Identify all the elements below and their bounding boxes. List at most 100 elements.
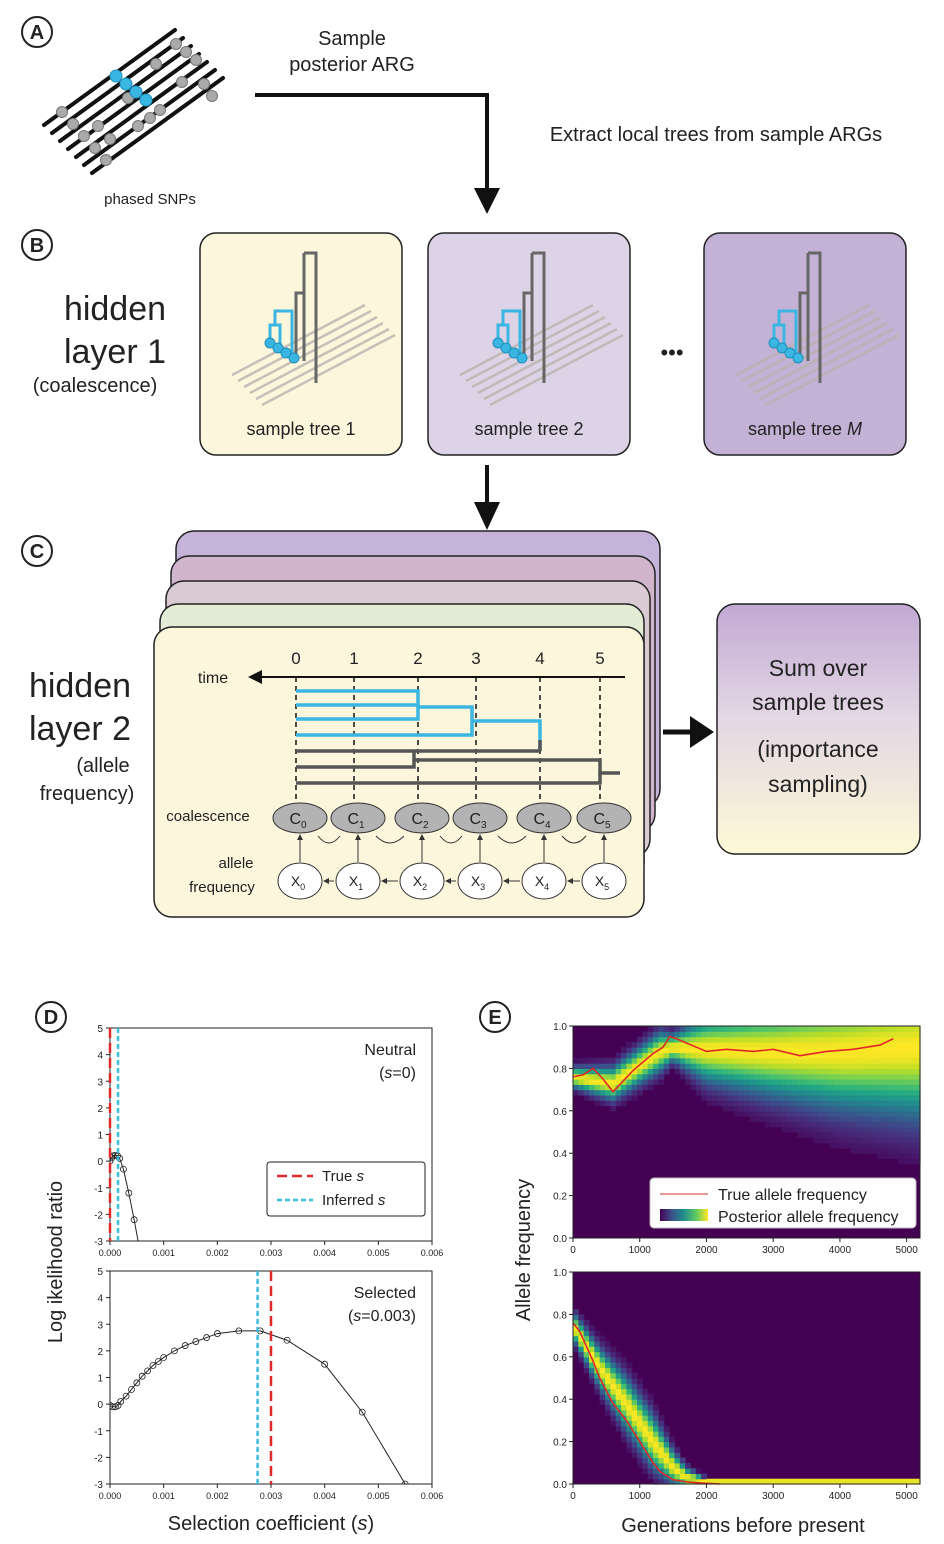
e-y-tick-label: 1.0 [553,1268,567,1279]
d-y-tick-label: 4 [97,1051,103,1062]
time-tick-1: 1 [349,649,358,668]
sample-arg-label-line2: posterior ARG [289,54,415,76]
panel-d-letter: D [44,1007,58,1029]
coalescence-node-4 [516,802,572,834]
d-likelihood-point [133,1379,141,1387]
snp-caption: phased SNPs [104,191,196,208]
time-tick-4: 4 [535,649,544,668]
sample-tree-card-1: sample tree 1 [199,232,403,456]
e-y-tick-label: 0.8 [553,1310,567,1321]
e-y-tick-label: 0.6 [553,1107,567,1118]
hidden-layer2-line2: layer 2 [29,710,131,748]
time-tick-3: 3 [471,649,480,668]
d-likelihood-point [125,1189,133,1197]
e-x-tick-label: 1000 [629,1491,652,1502]
e-x-tick-label: 3000 [762,1245,785,1256]
d-likelihood-point [130,1216,138,1224]
sample-arg-arrow [255,93,489,205]
d-x-tick-label: 0.003 [260,1248,283,1258]
d-likelihood-point [192,1338,200,1345]
e-y-axis-label: Allele frequency [513,1179,535,1321]
d-likelihood-point [358,1408,366,1416]
e-y-tick-label: 0.8 [553,1064,567,1075]
d-likelihood-point [117,1398,125,1405]
e-x-tick-label: 2000 [695,1245,718,1256]
d-y-tick-label: 1 [97,1131,103,1142]
e-y-tick-label: 0.4 [553,1149,567,1160]
e-y-tick-label: 1.0 [553,1022,567,1033]
panel-a: A [21,16,882,214]
e-y-tick-label: 0.2 [553,1192,567,1203]
e-x-tick-label: 2000 [695,1491,718,1502]
panel-c-letter: C [30,541,44,563]
sample-tree-label-1: sample tree 1 [246,419,355,439]
sum-line1: Sum over [769,655,868,681]
sum-line4: sampling) [768,771,868,797]
d-annotation-line2: (s=0) [379,1065,416,1082]
d-y-tick-label: 0 [97,1400,103,1411]
d-likelihood-point [170,1347,178,1355]
e-x-tick-label: 4000 [829,1491,852,1502]
e-y-tick-label: 0.2 [553,1438,567,1449]
panel-e: E Allele frequency Generations before pr… [479,1001,921,1537]
sum-arrowhead-icon [690,716,714,748]
d-likelihood-point [149,1362,157,1369]
d-likelihood-point [203,1334,211,1341]
d-x-tick-label: 0.002 [206,1248,229,1258]
time-label: time [198,670,228,687]
d-y-tick-label: 5 [97,1267,103,1278]
allele-node-0 [277,862,323,900]
panel-e-letter: E [488,1007,501,1029]
d-likelihood-point [181,1342,189,1349]
allele-row-label-line2: frequency [189,879,255,896]
e-true-frequency-line [572,1322,720,1485]
e-legend: True allele frequency Posterior allele fr… [649,1177,917,1229]
d-y-tick-label: 3 [97,1320,103,1331]
sample-arg-arrowhead-icon [474,188,500,214]
coalescence-node-3 [452,802,508,834]
d-likelihood-point [160,1354,168,1361]
d-y-tick-label: -1 [94,1427,103,1438]
d-y-tick-label: 0 [97,1157,103,1168]
e-y-tick-label: 0.0 [553,1480,567,1491]
d-y-tick-label: 3 [97,1077,103,1088]
e-x-tick-label: 0 [570,1491,576,1502]
allele-node-3 [457,862,503,900]
d-x-tick-label: 0.003 [260,1491,283,1501]
d-x-tick-label: 0.001 [152,1248,175,1258]
sample-tree-card-3: sample tree M [703,232,907,456]
tree-ellipsis: ••• [660,340,683,365]
allele-node-4 [521,862,567,900]
d-y-axis-label: Log ikelihood ratio [45,1181,67,1343]
e-posterior-heatmap [573,1272,921,1485]
d-y-tick-label: -2 [94,1210,103,1221]
d-likelihood-point [122,1392,130,1400]
extract-trees-label: Extract local trees from sample ARGs [550,124,882,146]
d-annotation-line2: (s=0.003) [348,1308,416,1325]
d-likelihood-point [128,1386,135,1393]
snp-haplotypes-icon [42,28,225,175]
coalescence-node-0 [272,802,328,834]
d-y-tick-label: -3 [94,1480,103,1491]
e-y-tick-label: 0.0 [553,1234,567,1245]
d-y-tick-label: 2 [97,1104,103,1115]
panel-d: D Log ikelihood ratio Selection coeffici… [35,1001,443,1535]
allele-node-2 [399,862,445,900]
d-x-tick-label: 0.005 [367,1491,390,1501]
d-annotation-line1: Neutral [364,1042,416,1059]
d-y-tick-label: 2 [97,1347,103,1358]
d-likelihood-point [235,1327,243,1335]
d-likelihood-point [120,1165,127,1173]
panel-c: C hidden layer 2 (allele frequency) time… [21,530,921,918]
e-x-tick-label: 3000 [762,1491,785,1502]
panel-b-letter: B [30,235,44,257]
d-likelihood-point [321,1360,329,1368]
d-y-tick-label: -3 [94,1237,103,1248]
d-y-tick-label: 4 [97,1294,103,1305]
coalescence-node-5 [576,802,632,834]
d-likelihood-point [401,1480,409,1484]
d-legend: True s Inferred s [266,1161,426,1217]
hidden-layer2-line1: hidden [29,667,131,705]
d-likelihood-point [154,1358,162,1365]
